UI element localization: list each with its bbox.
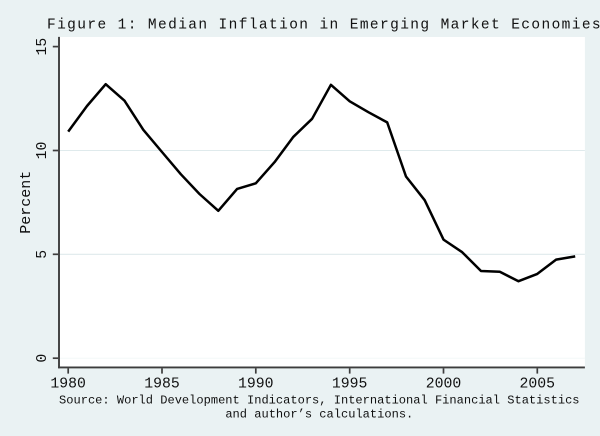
svg-text:15: 15 — [35, 38, 51, 56]
svg-text:2005: 2005 — [520, 377, 556, 393]
svg-text:0: 0 — [35, 354, 51, 363]
svg-text:1990: 1990 — [238, 377, 274, 393]
svg-text:1995: 1995 — [332, 377, 368, 393]
svg-text:5: 5 — [35, 250, 51, 259]
svg-text:Percent: Percent — [18, 171, 35, 234]
svg-text:1985: 1985 — [144, 377, 180, 393]
svg-text:Source: World Development Indi: Source: World Development Indicators, In… — [59, 394, 580, 408]
svg-text:10: 10 — [35, 142, 51, 160]
svg-text:and author’s calculations.: and author’s calculations. — [225, 408, 413, 422]
svg-text:Figure 1: Median Inflation in: Figure 1: Median Inflation in Emerging M… — [47, 17, 600, 33]
svg-text:2000: 2000 — [426, 377, 462, 393]
svg-text:1980: 1980 — [50, 377, 86, 393]
